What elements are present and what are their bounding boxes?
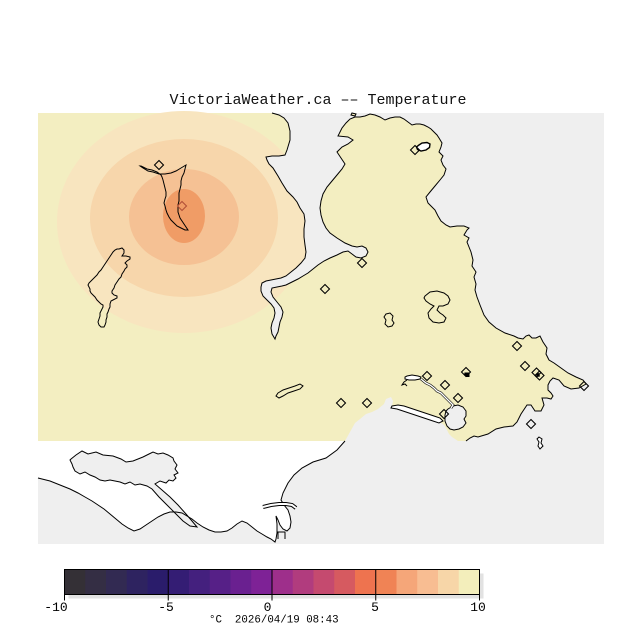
svg-text:-10: -10 — [44, 600, 67, 615]
svg-text:0: 0 — [264, 600, 272, 615]
svg-text:VictoriaWeather.ca –– Temperat: VictoriaWeather.ca –– Temperature — [169, 92, 466, 109]
svg-text:10: 10 — [470, 600, 486, 615]
svg-text:°C 2026/04/19 08:43: °C 2026/04/19 08:43 — [209, 615, 339, 627]
svg-text:-5: -5 — [158, 600, 174, 615]
svg-text:5: 5 — [371, 600, 379, 615]
